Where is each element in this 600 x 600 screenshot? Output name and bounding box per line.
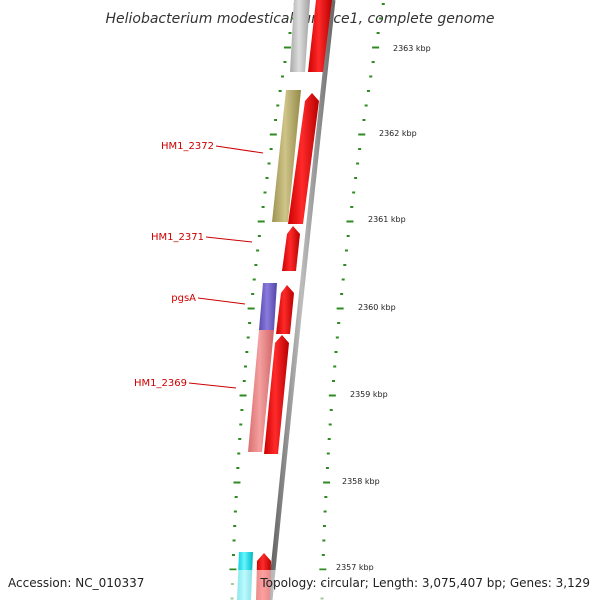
gene-feature-violet bbox=[259, 283, 277, 330]
gene-labels: HM1_2372 HM1_2371 pgsA HM1_2369 bbox=[134, 141, 264, 389]
scale-labels: 2363 kbp 2362 kbp 2361 kbp 2360 kbp 2359… bbox=[336, 44, 431, 572]
gene-arrow-hm1-2371 bbox=[282, 226, 300, 271]
leader-line-pgsA bbox=[197, 297, 246, 305]
gene-arrow-hm1-2369 bbox=[264, 335, 289, 454]
gene-arrow-pgsA bbox=[276, 285, 294, 334]
topology-text: Topology: circular; Length: 3,075,407 bp… bbox=[259, 576, 590, 590]
accession-text: Accession: NC_010337 bbox=[8, 576, 144, 590]
leader-line-hm1-2372 bbox=[215, 145, 264, 154]
leader-line-hm1-2371 bbox=[205, 236, 253, 243]
outer-tick-ring bbox=[319, 3, 385, 600]
scale-label-2357: 2357 kbp bbox=[336, 563, 374, 572]
gene-arrow-top bbox=[308, 0, 332, 72]
gene-label-hm1-2371[interactable]: HM1_2371 bbox=[151, 232, 204, 243]
scale-label-2358: 2358 kbp bbox=[342, 477, 380, 486]
gene-feature-salmon bbox=[248, 330, 274, 452]
scale-label-2362: 2362 kbp bbox=[379, 129, 417, 138]
gene-label-hm1-2369[interactable]: HM1_2369 bbox=[134, 378, 187, 389]
scale-label-2359: 2359 kbp bbox=[350, 390, 388, 399]
gene-label-pgsA[interactable]: pgsA bbox=[171, 293, 196, 304]
scale-label-2361: 2361 kbp bbox=[368, 215, 406, 224]
gene-label-hm1-2372[interactable]: HM1_2372 bbox=[161, 141, 214, 152]
genome-backbone bbox=[267, 0, 336, 600]
scale-label-2360: 2360 kbp bbox=[358, 303, 396, 312]
leader-line-hm1-2369 bbox=[188, 382, 237, 389]
footer-bar bbox=[0, 570, 600, 600]
scale-label-2363: 2363 kbp bbox=[393, 44, 431, 53]
gene-feature-gray bbox=[290, 0, 310, 72]
gene-arrow-hm1-2372 bbox=[288, 93, 319, 224]
gene-feature-khaki bbox=[272, 90, 301, 222]
